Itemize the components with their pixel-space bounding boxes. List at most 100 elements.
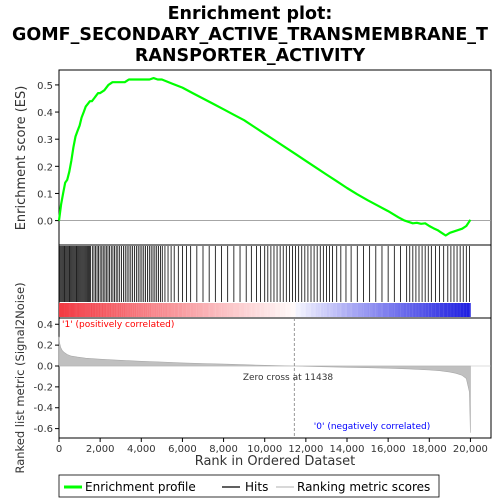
gradient-segment: [372, 303, 379, 317]
metric-panel-frame: [58, 317, 492, 439]
gradient-segment: [161, 303, 168, 317]
gradient-segment: [79, 303, 86, 317]
x-tick-label: 20,000: [453, 444, 488, 455]
es-y-axis: 0.0 0.1 0.2 0.3 0.4 0.5: [37, 81, 59, 228]
gradient-segment: [259, 303, 266, 317]
gradient-segment: [208, 303, 214, 317]
gradient-segment: [59, 303, 65, 317]
gradient-segment: [413, 303, 420, 317]
gradient-segment: [316, 303, 322, 317]
es-y-axis-label: Enrichment score (ES): [14, 86, 29, 231]
gradient-segment: [136, 303, 142, 317]
gradient-segment: [300, 303, 307, 317]
gradient-segment: [403, 303, 410, 317]
gradient-segment: [439, 303, 446, 317]
gradient-segment: [362, 303, 368, 317]
x-tick-label: 0: [56, 444, 62, 455]
gradient-segment: [197, 303, 204, 317]
gradient-segment: [331, 303, 338, 317]
gradient-segment: [120, 303, 127, 317]
metric-y-tick-label: 0.0: [37, 362, 53, 373]
gradient-segment: [465, 303, 471, 317]
gradient-segment: [64, 303, 70, 317]
gradient-segment: [357, 303, 363, 317]
gradient-segment: [321, 303, 327, 317]
gradient-segment: [429, 303, 435, 317]
gradient-segment: [419, 303, 425, 317]
gradient-segment: [218, 303, 224, 317]
x-axis-label: Rank in Ordered Dataset: [195, 454, 356, 469]
x-tick-label: 2,000: [86, 444, 115, 455]
gradient-segment: [203, 303, 209, 317]
gradient-segment: [167, 303, 173, 317]
es-y-tick-label: 0.0: [37, 217, 53, 228]
metric-y-axis-label: Ranked list metric (Signal2Noise): [13, 282, 27, 473]
gradient-segment: [367, 303, 374, 317]
gradient-segment: [192, 303, 199, 317]
metric-y-tick-label: -0.4: [33, 403, 53, 414]
gradient-segment: [393, 303, 399, 317]
gradient-segment: [100, 303, 106, 317]
gradient-segment: [424, 303, 430, 317]
gradient-segment: [125, 303, 132, 317]
x-tick-label: 14,000: [330, 444, 365, 455]
gradient-segment: [254, 303, 260, 317]
metric-area: [58, 336, 471, 433]
gradient-segment: [347, 303, 353, 317]
legend-metric-label: Ranking metric scores: [297, 480, 430, 494]
metric-y-tick-label: -0.2: [33, 382, 53, 393]
zero-cross-label: Zero cross at 11438: [243, 373, 334, 383]
gradient-segment: [233, 303, 240, 317]
gradient-segment: [264, 303, 271, 317]
gradient-segment: [449, 303, 456, 317]
metric-y-tick-label: 0.4: [37, 320, 53, 331]
gradient-segment: [460, 303, 466, 317]
legend-es-label: Enrichment profile: [85, 480, 196, 494]
x-tick-label: 4,000: [127, 444, 156, 455]
gradient-segment: [95, 303, 101, 317]
x-tick-label: 16,000: [371, 444, 406, 455]
gradient-segment: [295, 303, 302, 317]
es-y-tick-label: 0.1: [37, 189, 53, 200]
gradient-segment: [285, 303, 291, 317]
es-profile-line: [57, 76, 472, 237]
gradient-segment: [388, 303, 394, 317]
gradient-segment: [336, 303, 343, 317]
gradient-segment: [74, 303, 80, 317]
hits-group: [59, 246, 470, 302]
gradient-segment: [213, 303, 219, 317]
gradient-segment: [182, 303, 188, 317]
es-panel-frame: [58, 69, 492, 246]
plot-title-line-1: Enrichment plot:: [168, 4, 333, 24]
gradient-segment: [352, 303, 358, 317]
gradient-segment: [69, 303, 75, 317]
gradient-segment: [408, 303, 415, 317]
gradient-segment: [311, 303, 317, 317]
rank-gradient-bar: [59, 303, 471, 317]
gradient-segment: [444, 303, 451, 317]
x-tick-label: 6,000: [168, 444, 197, 455]
plot-title-line-2: GOMF_SECONDARY_ACTIVE_TRANSMEMBRANE_T: [12, 25, 488, 45]
es-y-tick-label: 0.2: [37, 162, 53, 173]
gradient-segment: [269, 303, 276, 317]
gradient-segment: [377, 303, 384, 317]
gradient-segment: [341, 303, 348, 317]
gradient-segment: [110, 303, 116, 317]
metric-y-axis: -0.6 -0.4 -0.2 0.0 0.2 0.4: [33, 320, 59, 435]
gradient-segment: [275, 303, 281, 317]
plot-title-line-3: RANSPORTER_ACTIVITY: [135, 46, 366, 66]
gradient-segment: [105, 303, 111, 317]
gradient-segment: [89, 303, 96, 317]
metric-y-tick-label: -0.6: [33, 424, 53, 435]
es-y-tick-label: 0.3: [37, 135, 53, 146]
gradient-segment: [280, 303, 286, 317]
x-tick-label: 12,000: [288, 444, 323, 455]
es-line-group: [57, 76, 472, 237]
positive-correlation-label: '1' (positively correlated): [62, 320, 174, 330]
x-tick-label: 8,000: [209, 444, 238, 455]
gradient-segment: [141, 303, 147, 317]
gradient-segment: [187, 303, 194, 317]
gradient-segment: [172, 303, 178, 317]
gradient-segment: [434, 303, 440, 317]
